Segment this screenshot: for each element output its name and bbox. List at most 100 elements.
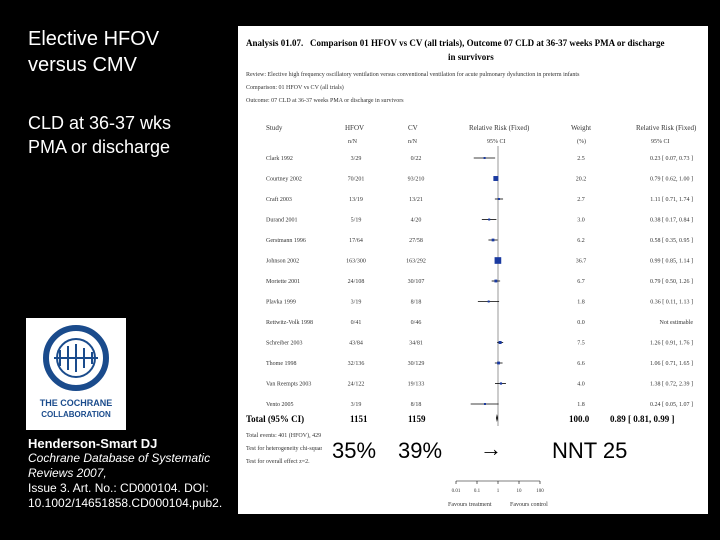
table-row: Van Reempts 2003 24/122 19/133 4.0 1.38 [ 0.… xyxy=(266,382,693,388)
table-row: Moriette 2001 24/108 30/107 6.7 0.79 [ 0.50,… xyxy=(266,279,693,285)
header-rr2-sub: 95% CI xyxy=(651,139,670,145)
citation: Henderson-Smart DJ Cochrane Database of … xyxy=(28,436,228,511)
rr-value: 0.79 [ 0.50, 1.26 ] xyxy=(650,279,693,285)
hfov-count: 43/84 xyxy=(349,341,363,347)
favours-treatment: Favours treatment xyxy=(448,502,492,508)
logo-line1: THE COCHRANE xyxy=(40,398,113,408)
study-name: Plavka 1999 xyxy=(266,300,296,306)
slide-title: Elective HFOV versus CMV xyxy=(28,26,159,78)
rr-value: 0.23 [ 0.07, 0.73 ] xyxy=(650,156,693,162)
x-tick-label: 100 xyxy=(536,489,544,494)
hfov-count: 70/201 xyxy=(348,177,365,183)
header-cv: CV xyxy=(408,124,418,132)
hfov-count: 3/29 xyxy=(351,156,362,162)
total-hfov: 1151 xyxy=(350,414,368,424)
point-estimate xyxy=(483,157,486,159)
cv-count: 19/133 xyxy=(408,382,425,388)
point-estimate xyxy=(491,238,495,242)
weight-value: 2.7 xyxy=(577,197,585,203)
cv-count: 4/20 xyxy=(411,218,422,224)
rr-value: 0.24 [ 0.05, 1.07 ] xyxy=(650,402,693,408)
table-row: Vento 2005 3/19 8/18 1.8 0.24 [ 0.05, 1.07 ] xyxy=(266,402,693,408)
hfov-count: 163/300 xyxy=(346,259,366,265)
rr-value: 1.38 [ 0.72, 2.39 ] xyxy=(650,382,693,388)
point-estimate xyxy=(499,382,503,385)
rr-value: 1.06 [ 0.71, 1.65 ] xyxy=(650,361,693,367)
header-hfov: HFOV xyxy=(345,124,364,132)
x-tick-label: 0.01 xyxy=(452,489,461,494)
total-cv: 1159 xyxy=(408,414,426,424)
rr-value: Not estimable xyxy=(660,320,694,326)
study-name: Moriette 2001 xyxy=(266,279,300,285)
header-study: Study xyxy=(266,124,283,132)
rr-value: 1.26 [ 0.91, 1.76 ] xyxy=(650,341,693,347)
citation-details: Issue 3. Art. No.: CD000104. DOI: 10.100… xyxy=(28,481,223,510)
table-row: Rettwitz-Volk 1998 0/41 0/46 0.0 Not estimab… xyxy=(266,320,693,326)
hfov-count: 5/19 xyxy=(351,218,362,224)
study-name: Craft 2003 xyxy=(266,196,292,203)
table-row: Craft 2003 13/19 13/21 2.7 1.11 [ 0.71, 1.74… xyxy=(266,196,693,203)
hfov-count: 24/108 xyxy=(348,279,365,285)
comparison-line: Comparison: 01 HFOV vs CV (all trials) xyxy=(246,84,344,91)
overall-effect-test: Test for overall effect z=2. xyxy=(246,458,310,465)
table-row: Courtney 2002 70/201 93/210 20.2 0.79 [ 0.62… xyxy=(266,176,693,183)
cv-count: 30/129 xyxy=(408,361,425,367)
point-estimate xyxy=(493,176,499,181)
nnt-box: 35% 39% → NNT 25 xyxy=(322,430,644,472)
x-tick-label: 1 xyxy=(497,489,500,494)
study-name: Johnson 2002 xyxy=(266,259,299,265)
x-tick-label: 0.1 xyxy=(474,489,481,494)
rr-value: 0.79 [ 0.62, 1.00 ] xyxy=(650,177,693,183)
rr-value: 0.58 [ 0.35, 0.95 ] xyxy=(650,238,693,244)
study-name: Schreiber 2003 xyxy=(266,341,303,347)
header-hfov-sub: n/N xyxy=(348,139,358,145)
right-arrow-icon: → xyxy=(480,436,502,461)
header-rr2: Relative Risk (Fixed) xyxy=(636,124,697,132)
heterogeneity-test: Test for heterogeneity chi-square xyxy=(246,445,325,452)
rr-value: 1.11 [ 0.71, 1.74 ] xyxy=(650,197,693,203)
citation-source: Cochrane Database of Systematic Reviews … xyxy=(28,451,211,480)
point-estimate xyxy=(483,403,486,405)
study-name: Durand 2001 xyxy=(266,218,298,224)
slide-title-line1: Elective HFOV xyxy=(28,28,160,50)
point-estimate xyxy=(487,300,490,303)
header-weight-sub: (%) xyxy=(577,138,586,145)
weight-value: 36.7 xyxy=(576,259,587,265)
citation-author: Henderson-Smart DJ xyxy=(28,436,158,451)
total-label: Total (95% CI) xyxy=(246,414,304,424)
point-estimate xyxy=(497,361,500,365)
table-row: Durand 2001 5/19 4/20 3.0 0.38 [ 0.17, 0.84 … xyxy=(266,218,693,224)
table-row: Schreiber 2003 43/84 34/81 7.5 1.26 [ 0.91, … xyxy=(266,341,693,347)
logo-line2: COLLABORATION xyxy=(41,410,111,419)
table-row: Gerstmann 1996 17/64 27/58 6.2 0.58 [ 0.35, … xyxy=(266,238,693,244)
weight-value: 6.7 xyxy=(577,279,585,285)
table-row: Plavka 1999 3/19 8/18 1.8 0.36 [ 0.11, 1.13 … xyxy=(266,300,693,306)
weight-value: 4.0 xyxy=(577,382,585,388)
cv-count: 34/81 xyxy=(409,341,423,347)
review-line: Review: Elective high frequency oscillat… xyxy=(246,71,580,78)
cv-count: 30/107 xyxy=(408,279,425,285)
study-name: Gerstmann 1996 xyxy=(266,238,306,244)
weight-value: 6.6 xyxy=(577,361,585,367)
hfov-count: 32/136 xyxy=(348,361,365,367)
weight-value: 6.2 xyxy=(577,238,585,244)
study-name: Van Reempts 2003 xyxy=(266,382,311,388)
study-name: Rettwitz-Volk 1998 xyxy=(266,320,313,326)
x-tick-label: 10 xyxy=(517,489,523,494)
slide-subtitle: CLD at 36-37 wks PMA or discharge xyxy=(28,111,171,159)
cochrane-logo-icon: THE COCHRANE COLLABORATION xyxy=(40,325,113,419)
study-name: Clark 1992 xyxy=(266,156,293,162)
header-weight: Weight xyxy=(571,124,591,132)
weight-value: 3.0 xyxy=(577,218,585,224)
cv-count: 8/18 xyxy=(411,300,422,306)
slide-subtitle-line1: CLD at 36-37 wks xyxy=(28,113,172,133)
analysis-label: Analysis 01.07. xyxy=(246,38,303,48)
study-name: Courtney 2002 xyxy=(266,177,302,183)
point-estimate xyxy=(498,340,502,345)
total-events: Total events: 401 (HFOV), 429 (CV) xyxy=(246,432,335,439)
weight-value: 2.5 xyxy=(577,156,585,162)
header-rr: Relative Risk (Fixed) xyxy=(469,124,530,132)
weight-value: 1.8 xyxy=(577,300,585,306)
cv-percent: 39% xyxy=(398,438,443,463)
slide-title-line2: versus CMV xyxy=(28,54,137,76)
